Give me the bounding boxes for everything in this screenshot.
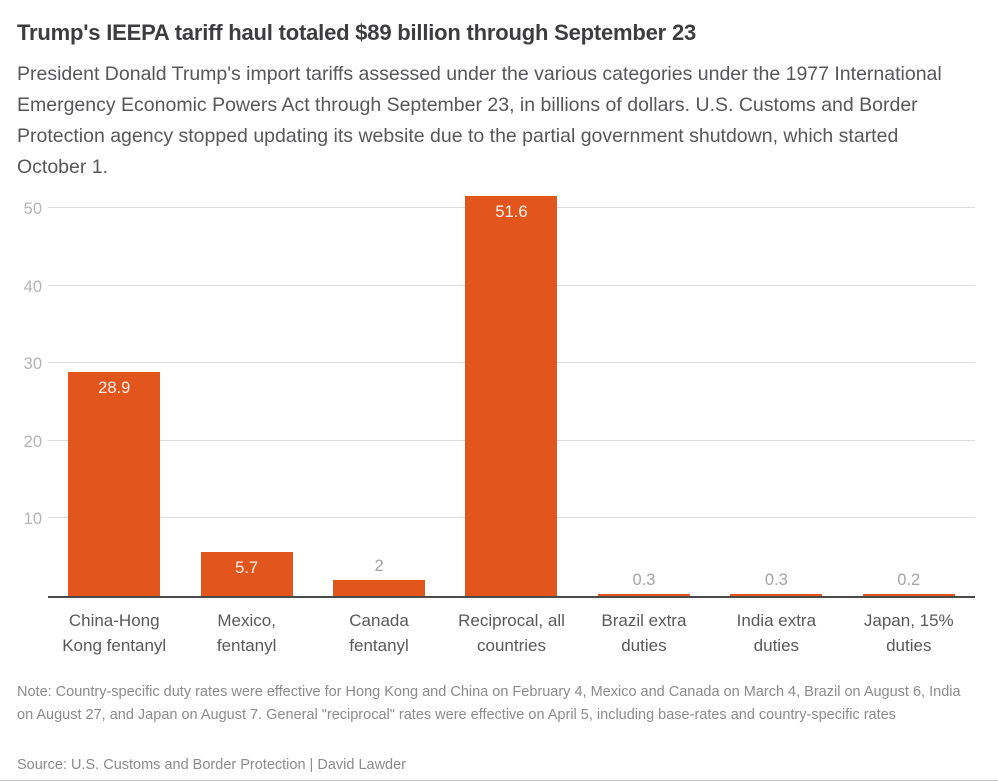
bar-column: 0.2 <box>843 188 975 596</box>
x-category-label: Canada fentanyl <box>313 608 445 658</box>
x-category-label-line: fentanyl <box>349 636 409 655</box>
bar <box>333 580 426 596</box>
bar-column: 51.6 <box>445 188 577 596</box>
y-tick-label: 10 <box>23 510 42 529</box>
bar <box>862 594 955 596</box>
y-tick-label: 50 <box>23 200 42 218</box>
y-tick-label: 40 <box>23 277 42 296</box>
y-tick-label: 20 <box>23 432 42 451</box>
bar-column: 28.9 <box>48 188 180 596</box>
bar-value-label: 2 <box>374 557 384 576</box>
x-category-label-line: Reciprocal, all <box>458 611 565 630</box>
bar <box>730 593 823 596</box>
x-category-label-line: fentanyl <box>216 636 277 655</box>
chart-source: Source: U.S. Customs and Border Protecti… <box>17 757 407 773</box>
x-category-label-line: Brazil extra <box>601 611 687 630</box>
x-axis-labels: China-Hong Kong fentanyl Mexico, fentanyl Ca… <box>0 608 998 660</box>
x-category-label: Mexico, fentanyl <box>180 608 312 658</box>
y-tick-label: 30 <box>23 355 42 374</box>
bar-value-label: 0.2 <box>897 571 921 590</box>
bar-column: 2 <box>313 188 445 596</box>
bar-column: 0.3 <box>710 188 842 596</box>
plot-area: 28.9 5.7 2 51.6 0.3 0.3 0.2 <box>48 190 975 598</box>
y-axis: 10 20 30 40 50 <box>0 190 42 598</box>
bar-column: 5.7 <box>180 188 312 596</box>
bar-chart: 10 20 30 40 50 28.9 5.7 2 51.6 0.3 0.3 0.2 China-H… <box>0 190 998 660</box>
bar <box>68 371 161 596</box>
bar-column: 0.3 <box>578 188 710 596</box>
x-category-label-line: duties <box>621 636 667 655</box>
bottom-divider <box>0 780 998 781</box>
bar-value-label: 0.3 <box>764 570 788 589</box>
bar <box>200 551 293 596</box>
x-category-label-line: countries <box>477 636 546 655</box>
bar-value-label: 5.7 <box>235 558 259 577</box>
x-category-label-line: duties <box>886 636 932 655</box>
x-category-label-line: China-Hong <box>68 611 160 630</box>
x-category-label: China-Hong Kong fentanyl <box>48 608 180 658</box>
x-category-label-line: duties <box>753 636 800 655</box>
x-category-label-line: Canada <box>349 611 409 630</box>
chart-subtitle: President Donald Trump's import tariffs … <box>17 63 942 178</box>
x-category-label: Brazil extra duties <box>578 608 710 658</box>
x-category-label: Japan, 15% duties <box>843 608 975 658</box>
bar <box>465 195 558 596</box>
chart-note: Note: Country-specific duty rates were e… <box>17 684 961 723</box>
x-category-label-line: Kong fentanyl <box>62 636 167 655</box>
bar-value-label: 28.9 <box>98 378 131 397</box>
x-category-label-line: India extra <box>736 611 817 630</box>
x-category-label: Reciprocal, all countries <box>445 608 577 658</box>
bar <box>597 593 690 596</box>
x-category-label: India extra duties <box>710 608 842 658</box>
chart-title: Trump's IEEPA tariff haul totaled $89 bi… <box>17 20 697 45</box>
bar-value-label: 51.6 <box>495 202 528 221</box>
bar-value-label: 0.3 <box>632 570 656 589</box>
x-category-label-line: Mexico, <box>217 611 276 630</box>
x-category-label-line: Japan, 15% <box>863 611 954 630</box>
